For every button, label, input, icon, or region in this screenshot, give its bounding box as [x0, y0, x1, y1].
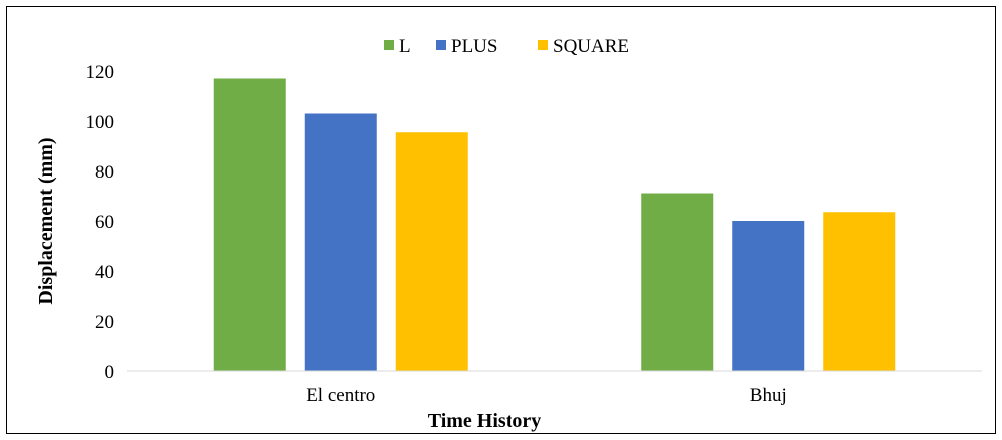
y-axis-ticks: 0 20 40 60 80 100 120 — [86, 62, 115, 383]
y-tick-label: 0 — [105, 362, 115, 383]
y-tick-label: 20 — [95, 312, 114, 333]
y-axis-title: Displacement (mm) — [35, 137, 57, 304]
legend-label-square: SQUARE — [553, 36, 629, 57]
bar-chart: L PLUS SQUARE 0 20 40 60 80 100 120 El centro Bhu… — [35, 36, 982, 432]
x-axis-categories: El centro Bhuj — [306, 385, 787, 406]
bars — [213, 78, 896, 371]
legend-swatch-plus — [436, 40, 446, 50]
bar-plus-el-centro — [304, 113, 377, 371]
x-category-label: El centro — [306, 385, 375, 406]
y-tick-label: 100 — [86, 112, 115, 133]
bar-square-bhuj — [823, 212, 896, 371]
chart-frame: L PLUS SQUARE 0 20 40 60 80 100 120 El centro Bhu… — [6, 6, 996, 434]
x-category-label: Bhuj — [750, 385, 787, 406]
legend-label-l: L — [399, 36, 411, 57]
legend: L PLUS SQUARE — [384, 36, 629, 57]
y-tick-label: 120 — [86, 62, 115, 83]
y-tick-label: 60 — [95, 212, 114, 233]
bar-l-el-centro — [213, 78, 286, 371]
legend-label-plus: PLUS — [451, 36, 497, 57]
legend-swatch-square — [538, 40, 548, 50]
y-tick-label: 80 — [95, 162, 114, 183]
bar-plus-bhuj — [732, 221, 805, 371]
bar-l-bhuj — [641, 193, 714, 371]
legend-swatch-l — [384, 40, 394, 50]
x-axis-title: Time History — [428, 410, 542, 432]
y-tick-label: 40 — [95, 262, 114, 283]
bar-square-el-centro — [395, 132, 468, 371]
